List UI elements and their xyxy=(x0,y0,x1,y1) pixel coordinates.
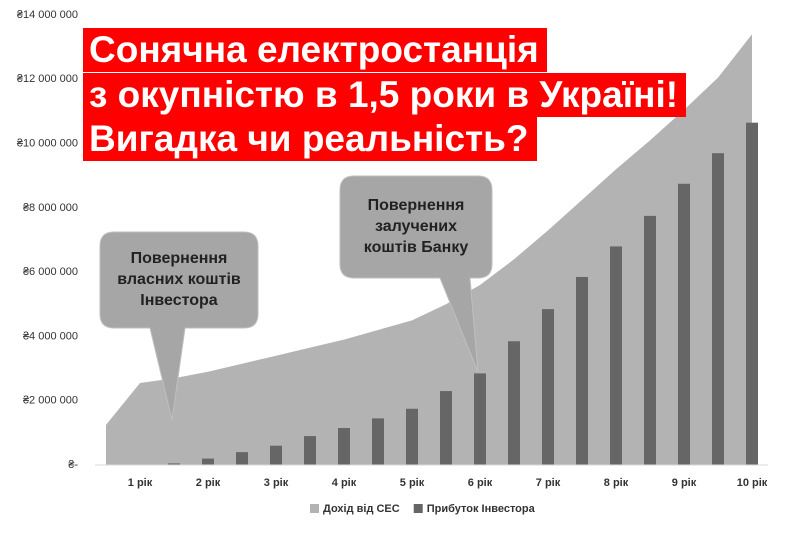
bar xyxy=(270,445,282,465)
callout-text: власних коштів xyxy=(117,271,241,288)
y-tick-label: ₴4 000 000 xyxy=(23,330,78,342)
bar xyxy=(304,436,316,465)
bar xyxy=(746,122,758,465)
y-tick-label: ₴6 000 000 xyxy=(23,266,78,278)
x-tick-label: 10 рік xyxy=(737,477,768,489)
x-tick-label: 6 рік xyxy=(468,477,493,489)
y-tick-label: ₴12 000 000 xyxy=(17,73,78,85)
bar xyxy=(678,183,690,465)
bar xyxy=(406,408,418,465)
legend-label: Дохід від СЕС xyxy=(323,503,400,515)
x-tick-label: 3 рік xyxy=(264,477,289,489)
y-tick-label: ₴8 000 000 xyxy=(23,202,78,214)
y-tick-label: ₴14 000 000 xyxy=(17,9,78,21)
bar xyxy=(712,153,724,465)
title-line: з окупністю в 1,5 роки в Україні! xyxy=(83,73,687,117)
bar xyxy=(542,309,554,465)
y-tick-label: ₴10 000 000 xyxy=(17,137,78,149)
area xyxy=(106,34,752,466)
bar xyxy=(372,418,384,465)
bar xyxy=(440,391,452,465)
bar xyxy=(202,458,214,465)
bar xyxy=(236,452,248,465)
bar xyxy=(474,373,486,465)
x-tick-label: 2 рік xyxy=(196,477,221,489)
x-tick-label: 7 рік xyxy=(536,477,561,489)
callout-text: Повернення xyxy=(368,197,465,214)
legend-swatch xyxy=(413,504,423,513)
x-tick-label: 5 рік xyxy=(400,477,425,489)
y-tick-label: ₴- xyxy=(68,459,78,471)
title-line: Сонячна електростанція xyxy=(83,28,547,72)
bar xyxy=(576,276,588,465)
callout-text: коштів Банку xyxy=(364,239,469,256)
x-tick-label: 8 рік xyxy=(604,477,629,489)
callout-text: Інвестора xyxy=(140,292,217,309)
callout-text: Повернення xyxy=(131,250,228,267)
x-tick-label: 4 рік xyxy=(332,477,357,489)
bar xyxy=(338,428,350,465)
bar xyxy=(610,246,622,465)
title-line: Вигадка чи реальність? xyxy=(83,117,537,161)
x-tick-label: 9 рік xyxy=(672,477,697,489)
callout-text: залучених xyxy=(375,218,457,235)
legend-label: Прибуток Інвестора xyxy=(427,503,536,515)
callout-bubble xyxy=(339,175,493,373)
x-tick-label: 1 рік xyxy=(128,477,153,489)
bar xyxy=(168,463,180,465)
legend-swatch xyxy=(310,504,319,513)
bar xyxy=(644,215,656,465)
callout-bubble xyxy=(99,231,259,421)
y-tick-label: ₴2 000 000 xyxy=(23,395,78,407)
bar xyxy=(508,341,520,465)
